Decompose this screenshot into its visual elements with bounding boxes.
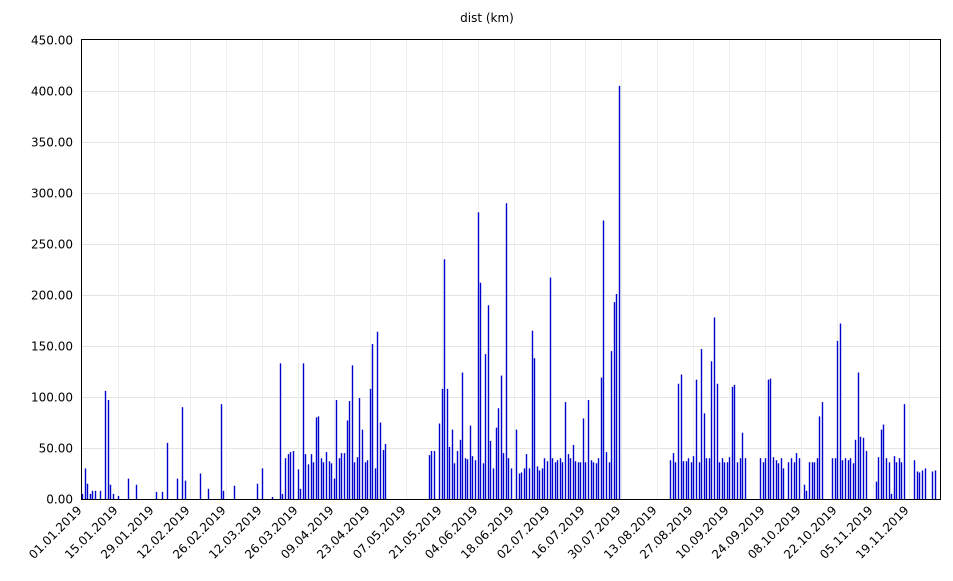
chart-title: dist (km) — [460, 11, 514, 25]
x-axis-ticks: 01.01.201915.01.201929.01.201912.02.2019… — [26, 503, 911, 561]
bars — [81, 85, 937, 499]
y-tick-label: 400.00 — [31, 85, 73, 99]
y-tick-label: 350.00 — [31, 136, 73, 150]
grid-lines — [82, 40, 940, 499]
y-tick-label: 450.00 — [31, 34, 73, 48]
y-tick-label: 300.00 — [31, 187, 73, 201]
y-tick-label: 50.00 — [39, 442, 73, 456]
y-axis-ticks: 0.00 50.00 100.00 150.00 200.00 250.00 300.00 3… — [31, 34, 73, 507]
y-tick-label: 100.00 — [31, 391, 73, 405]
y-tick-label: 200.00 — [31, 289, 73, 303]
y-tick-label: 150.00 — [31, 340, 73, 354]
plot-frame — [81, 39, 941, 500]
y-tick-label: 250.00 — [31, 238, 73, 252]
y-tick-label: 0.00 — [46, 493, 73, 507]
